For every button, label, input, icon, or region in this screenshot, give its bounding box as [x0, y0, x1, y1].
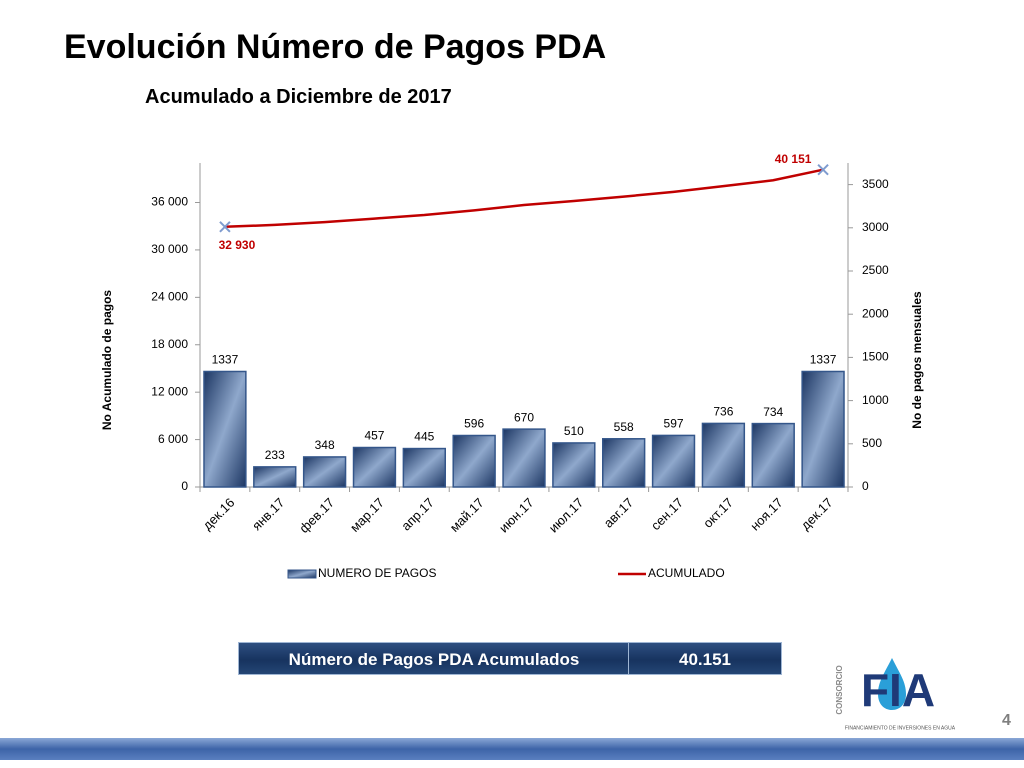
chart: 0 6 000 12 000 18 000 24 000 30 000 36 000 0 500…	[100, 152, 924, 580]
bar	[352, 446, 397, 488]
bar-label: 348	[315, 438, 335, 452]
x-tick-label: дек.17	[798, 495, 836, 533]
y-tick-label: 30 000	[151, 242, 188, 256]
x-tick-label: апр.17	[398, 495, 437, 534]
bar-label: 445	[414, 430, 434, 444]
bar-label: 1337	[810, 353, 837, 367]
bar-label: 510	[564, 424, 584, 438]
bar	[203, 370, 247, 488]
y-tick-label: 6 000	[158, 432, 188, 446]
y2-tick-label: 1500	[862, 350, 889, 364]
y2-tick-label: 1000	[862, 393, 889, 407]
bar-label: 736	[713, 405, 733, 419]
x-tick-label: июн.17	[496, 495, 536, 535]
x-tick-label: июл.17	[546, 495, 587, 536]
bar	[701, 422, 746, 488]
bar-label: 1337	[212, 353, 239, 367]
legend-swatch	[287, 569, 317, 579]
summary-label: Número de Pagos PDA Acumulados	[238, 642, 630, 675]
bar	[402, 447, 446, 488]
line-marker	[817, 164, 829, 176]
logo-name: FIA	[861, 664, 935, 716]
x-tick-label: окт.17	[700, 495, 736, 531]
y2-tick-label: 2500	[862, 263, 889, 277]
slide-title: Evolución Número de Pagos PDA	[64, 28, 607, 66]
x-tick-label: авг.17	[601, 495, 637, 531]
footer-bar	[0, 738, 1024, 760]
line-marker	[219, 221, 231, 233]
logo: CONSORCIO FIA FINANCIAMIENTO DE INVERSIO…	[835, 658, 956, 731]
slide-subtitle: Acumulado a Diciembre de 2017	[145, 86, 452, 108]
x-tick-label: сен.17	[648, 495, 686, 533]
line-label: 32 930	[219, 238, 256, 252]
x-tick-label: фев.17	[296, 495, 337, 536]
y-tick-label: 36 000	[151, 195, 188, 209]
summary-value: 40.151	[628, 642, 782, 675]
bar-label: 233	[265, 448, 285, 462]
logo-top: CONSORCIO	[835, 665, 844, 714]
bar-label: 558	[614, 420, 634, 434]
y2-tick-label: 3500	[862, 177, 889, 191]
y2-axis-label: No de pagos mensuales	[910, 291, 924, 429]
legend-label: ACUMULADO	[648, 566, 725, 580]
legend-label: NUMERO DE PAGOS	[318, 566, 436, 580]
y-tick-label: 12 000	[151, 384, 188, 398]
logo-drop	[878, 658, 906, 710]
y2-tick-label: 0	[862, 479, 869, 493]
bar	[452, 434, 496, 488]
y2-tick-label: 3000	[862, 220, 889, 234]
bar-label: 457	[364, 429, 384, 443]
bar	[801, 370, 845, 488]
bar	[502, 428, 546, 488]
logo-tagline: FINANCIAMIENTO DE INVERSIONES EN AGUA	[845, 725, 956, 731]
bar	[552, 442, 596, 488]
y-tick-label: 0	[181, 479, 188, 493]
x-tick-label: дек.16	[200, 495, 238, 533]
y-axis-label: No Acumulado de pagos	[100, 290, 114, 431]
x-tick-label: май.17	[447, 495, 487, 535]
bar	[602, 438, 646, 488]
x-tick-label: янв.17	[249, 495, 287, 533]
bar	[302, 456, 347, 488]
bar-label: 670	[514, 410, 534, 424]
line-label: 40 151	[775, 152, 812, 166]
bar	[253, 466, 297, 488]
line	[224, 168, 824, 229]
bar	[651, 434, 696, 488]
page-number: 4	[1002, 712, 1011, 729]
y2-tick-label: 500	[862, 436, 882, 450]
y-tick-label: 18 000	[151, 337, 188, 351]
y-tick-label: 24 000	[151, 290, 188, 304]
x-tick-label: мар.17	[347, 495, 387, 535]
bar-label: 596	[464, 417, 484, 431]
x-tick-label: ноя.17	[747, 495, 786, 534]
bar-label: 597	[664, 417, 684, 431]
bar-label: 734	[763, 405, 783, 419]
bar	[751, 422, 795, 488]
y2-tick-label: 2000	[862, 306, 889, 320]
